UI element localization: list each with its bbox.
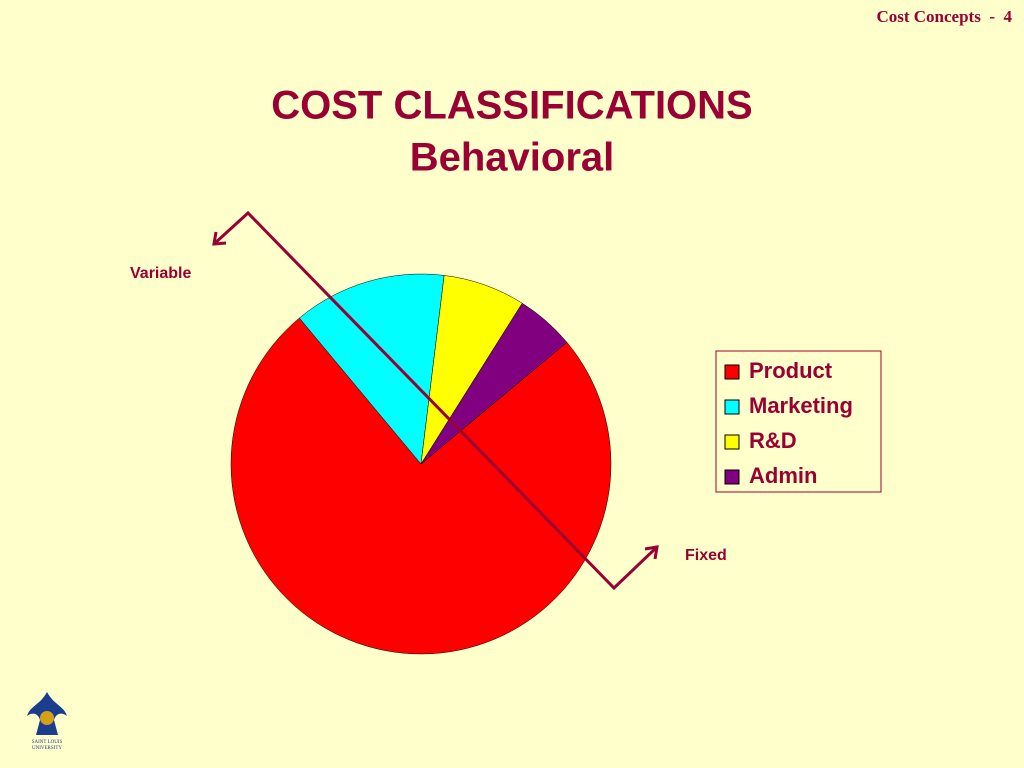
legend: Product Marketing R&D Admin xyxy=(724,358,853,488)
legend-label: Admin xyxy=(749,463,817,488)
legend-swatch xyxy=(724,399,740,415)
pie-slice xyxy=(299,273,445,465)
arrow xyxy=(212,210,659,591)
annotation: Fixed xyxy=(685,547,727,564)
arrowhead xyxy=(644,545,659,560)
logo: SAINT LOUIS UNIVERSITY xyxy=(27,692,67,751)
legend-label: Product xyxy=(749,358,833,383)
annotation: Variable xyxy=(130,265,191,282)
logo-text: UNIVERSITY xyxy=(32,746,62,751)
legend-swatch xyxy=(724,364,740,380)
legend-swatch xyxy=(724,434,740,450)
subtitle: Behavioral xyxy=(410,136,615,180)
pie xyxy=(230,273,612,655)
pie-slice xyxy=(420,302,568,465)
pie-slice xyxy=(230,317,612,655)
logo-text: SAINT LOUIS xyxy=(32,740,63,745)
title: COST CLASSIFICATIONS xyxy=(271,84,752,128)
header: Cost Concepts - 4 xyxy=(876,7,1012,26)
legend-swatch xyxy=(724,469,740,485)
legend-label: Marketing xyxy=(749,393,853,418)
legend-box xyxy=(715,350,882,493)
logo-seal xyxy=(40,711,54,725)
arrowhead xyxy=(212,231,227,246)
arrow-line xyxy=(212,210,659,591)
legend-label: R&D xyxy=(749,428,797,453)
